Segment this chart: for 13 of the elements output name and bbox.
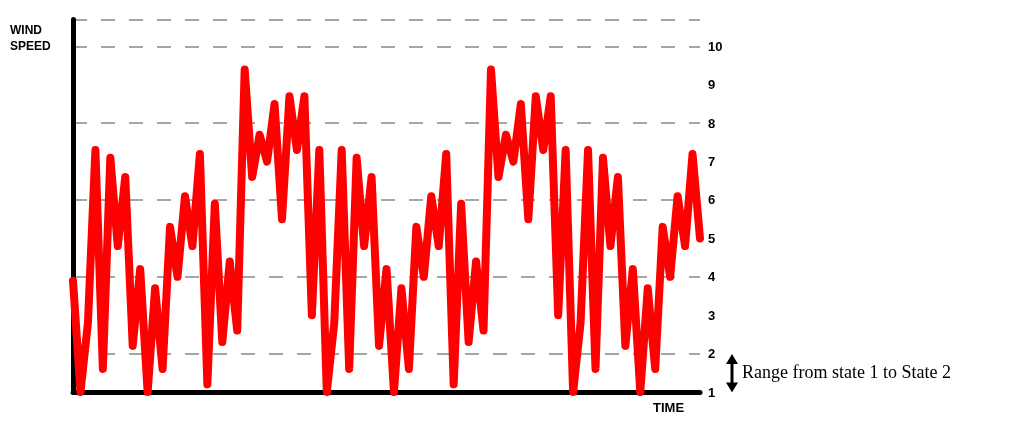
y-tick-label: 7	[708, 154, 716, 170]
text: Range from state 1 to State 2	[742, 361, 951, 383]
y-tick-label: 1	[708, 384, 716, 400]
y-axis-title: WIND SPEED	[10, 23, 52, 53]
y-tick-label: 10	[708, 38, 723, 54]
y-tick-label: 9	[708, 77, 716, 93]
y-tick-label: 5	[708, 230, 716, 246]
y-tick-label: 6	[708, 192, 716, 208]
y-tick-label: 3	[708, 307, 716, 323]
y-tick-label: 8	[708, 115, 716, 131]
y-tick-label: 2	[708, 346, 716, 362]
y-tick-label: 4	[708, 269, 716, 285]
x-axis-title: TIME	[653, 400, 685, 415]
